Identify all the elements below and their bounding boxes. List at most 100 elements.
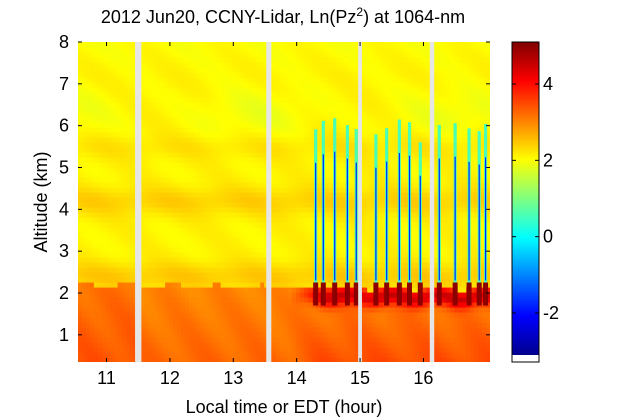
- heatmap-cell: [379, 132, 384, 138]
- heatmap-cell: [260, 147, 265, 153]
- heatmap-cell: [188, 97, 194, 103]
- heatmap-cell: [351, 67, 356, 73]
- heatmap-cell: [240, 157, 245, 163]
- heatmap-cell: [347, 357, 352, 362]
- heatmap-cell: [169, 97, 174, 103]
- heatmap-cell: [149, 127, 154, 133]
- heatmap-cell: [287, 97, 293, 103]
- heatmap-cell: [256, 227, 261, 233]
- heatmap-cell: [311, 62, 317, 68]
- heatmap-cell: [276, 322, 281, 328]
- heatmap-cell: [339, 167, 345, 173]
- heatmap-cell: [157, 307, 162, 313]
- heatmap-cell: [109, 202, 115, 208]
- heatmap-cell: [212, 192, 218, 198]
- heatmap-cell: [149, 77, 154, 83]
- heatmap-cell: [295, 107, 301, 113]
- heatmap-cell: [276, 82, 281, 88]
- heatmap-cell: [105, 342, 111, 348]
- heatmap-cell: [355, 92, 360, 98]
- heatmap-cell: [188, 107, 194, 113]
- heatmap-cell: [204, 297, 210, 303]
- heatmap-cell: [260, 337, 265, 343]
- heatmap-cell: [141, 262, 146, 268]
- heatmap-cell: [101, 97, 107, 103]
- heatmap-cell: [383, 347, 388, 353]
- heatmap-cell: [260, 122, 265, 128]
- heatmap-cell: [240, 227, 245, 233]
- heatmap-cell: [165, 357, 170, 362]
- heatmap-cell: [153, 307, 158, 313]
- heatmap-cell: [212, 257, 218, 263]
- heatmap-cell: [315, 257, 321, 263]
- heatmap-cell: [181, 297, 186, 303]
- heatmap-cell: [184, 162, 190, 168]
- heatmap-cell: [105, 182, 111, 188]
- heatmap-cell: [343, 342, 348, 348]
- heatmap-cell: [78, 302, 83, 308]
- heatmap-cell: [363, 87, 368, 93]
- heatmap-cell: [89, 172, 95, 178]
- heatmap-cell: [347, 237, 352, 243]
- heatmap-cell: [240, 82, 245, 88]
- heatmap-cell: [291, 67, 297, 73]
- heatmap-cell: [375, 62, 380, 68]
- heatmap-cell: [85, 82, 91, 88]
- heatmap-cell: [204, 47, 210, 53]
- heatmap-cell: [280, 342, 285, 348]
- heatmap-cell: [105, 282, 111, 288]
- heatmap-cell: [177, 287, 182, 293]
- heatmap-cell: [307, 282, 313, 288]
- heatmap-cell: [101, 42, 107, 48]
- heatmap-cell: [141, 122, 146, 128]
- heatmap-cell: [311, 122, 317, 128]
- heatmap-cell: [335, 182, 341, 188]
- heatmap-cell: [311, 112, 317, 118]
- heatmap-cell: [383, 47, 388, 53]
- heatmap-cell: [161, 77, 166, 83]
- heatmap-cell: [248, 222, 253, 228]
- heatmap-cell: [323, 322, 329, 328]
- heatmap-cell: [141, 107, 146, 113]
- heatmap-cell: [303, 332, 309, 338]
- heatmap-cell: [228, 62, 234, 68]
- heatmap-cell: [109, 287, 115, 293]
- heatmap-cell: [196, 327, 202, 333]
- heatmap-cell: [149, 142, 154, 148]
- heatmap-cell: [85, 247, 91, 253]
- heatmap-cell: [105, 292, 111, 298]
- heatmap-cell: [208, 57, 214, 63]
- heatmap-cell: [280, 267, 285, 273]
- heatmap-cell: [303, 202, 309, 208]
- heatmap-cell: [351, 247, 356, 253]
- heatmap-cell: [303, 52, 309, 58]
- heatmap-cell: [256, 307, 261, 313]
- heatmap-cell: [125, 342, 131, 348]
- heatmap-cell: [232, 212, 238, 218]
- heatmap-cell: [200, 137, 206, 143]
- heatmap-cell: [188, 82, 194, 88]
- heatmap-cell: [315, 202, 321, 208]
- heatmap-cell: [173, 52, 178, 58]
- heatmap-cell: [109, 222, 115, 228]
- heatmap-cell: [323, 82, 329, 88]
- heatmap-cell: [81, 192, 87, 198]
- heatmap-cell: [165, 352, 170, 358]
- heatmap-cell: [287, 102, 293, 108]
- heatmap-cell: [260, 282, 265, 288]
- heatmap-cell: [109, 252, 115, 258]
- heatmap-cell: [97, 192, 103, 198]
- heatmap-cell: [204, 72, 210, 78]
- heatmap-cell: [299, 97, 305, 103]
- heatmap-cell: [335, 357, 341, 362]
- heatmap-cell: [287, 47, 293, 53]
- heatmap-cell: [165, 122, 170, 128]
- heatmap-cell: [315, 222, 321, 228]
- heatmap-cell: [303, 132, 309, 138]
- heatmap-cell: [212, 57, 218, 63]
- heatmap-cell: [287, 42, 293, 48]
- heatmap-cell: [252, 242, 257, 248]
- heatmap-cell: [335, 197, 341, 203]
- heatmap-cell: [125, 57, 131, 63]
